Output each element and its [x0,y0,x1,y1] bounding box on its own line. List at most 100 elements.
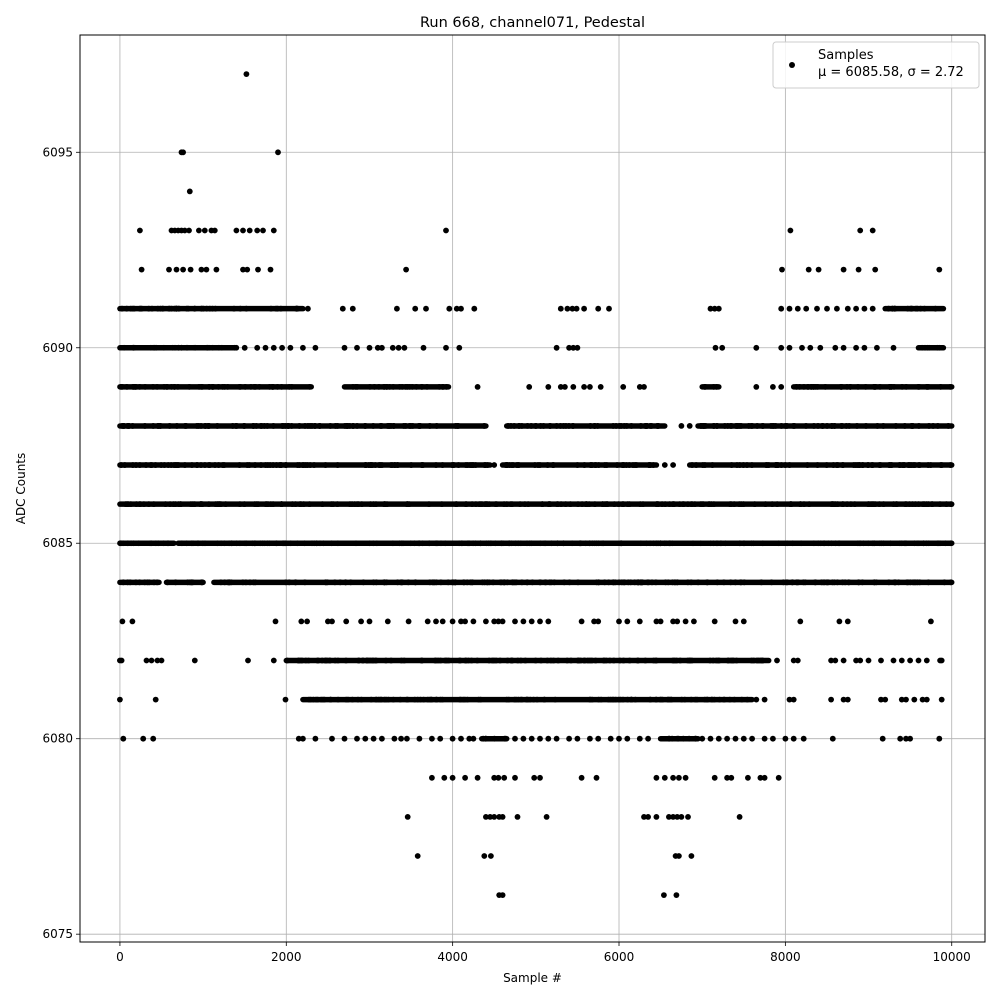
sample-point [259,540,266,547]
sample-point [614,462,620,468]
sample-point [474,657,481,664]
sample-point [707,735,714,742]
sample-point [468,657,475,664]
sample-point [125,501,132,508]
sample-point [492,540,499,547]
sample-point [147,540,154,547]
sample-point [857,657,864,664]
sample-point [373,657,380,664]
sample-point [236,383,243,390]
sample-point [623,462,630,468]
sample-point [796,383,803,390]
sample-point [562,501,569,508]
sample-point [198,501,205,508]
sample-point [740,501,747,508]
sample-point [691,618,697,625]
sample-point [406,383,413,390]
sample-point [546,501,552,508]
sample-point [254,344,261,351]
sample-point [643,540,650,547]
sample-point [466,540,472,547]
sample-point [394,462,401,468]
sample-point [389,344,396,351]
sample-point [688,696,695,703]
sample-point [673,892,680,898]
x-tick-label: 4000 [437,950,468,964]
sample-point [912,501,919,508]
sample-point [774,501,781,508]
sample-point [820,579,827,586]
sample-point [895,579,902,586]
sample-point [142,383,149,390]
sample-point [569,305,576,312]
sample-point [915,462,922,468]
sample-point [817,344,824,351]
sample-point [624,618,631,625]
sample-point [449,735,456,742]
sample-point [178,344,185,351]
sample-point [512,774,518,781]
sample-point [778,344,785,351]
sample-point [262,462,269,468]
sample-point [595,735,602,742]
sample-point [362,423,369,429]
sample-point [188,579,195,586]
sample-point [484,579,491,586]
sample-point [611,501,618,508]
sample-point [528,735,535,742]
sample-point [654,423,661,429]
sample-point [486,501,493,508]
sample-point [158,462,165,468]
sample-point [688,501,695,508]
sample-point [373,501,379,508]
sample-point [219,344,225,351]
sample-point [498,540,505,547]
sample-point [495,774,502,781]
sample-point [838,423,845,429]
sample-point [617,657,623,664]
sample-point [147,462,154,468]
sample-point [616,579,622,586]
sample-point [637,423,644,429]
sample-point [732,618,739,625]
sample-point [805,266,812,273]
sample-point [926,344,932,351]
sample-point [681,696,688,703]
sample-point [384,423,391,429]
sample-point [150,501,157,508]
sample-point [161,344,167,351]
sample-point [753,696,760,703]
sample-point [555,657,562,664]
sample-point [354,383,361,390]
sample-point [787,227,794,234]
sample-point [522,657,529,664]
sample-point [538,657,544,664]
sample-point [307,423,313,429]
sample-point [607,735,614,742]
sample-point [930,423,936,429]
sample-point [941,579,948,586]
sample-point [621,423,628,429]
sample-point [524,540,530,547]
sample-point [250,579,257,586]
sample-point [541,540,547,547]
sample-point [366,540,373,547]
sample-point [503,462,510,468]
sample-point [601,579,608,586]
sample-point [647,423,654,429]
sample-point [807,344,814,351]
sample-point [379,462,385,468]
sample-point [728,657,734,664]
sample-point [150,735,157,742]
axis-ticks: 0 2000 4000 6000 8000 10000 6075 6080 6085 6090 60… [42,145,970,964]
sample-point [711,305,718,312]
sample-point [213,266,220,273]
sample-point [923,657,930,664]
sample-point [716,696,723,703]
sample-point [692,696,699,703]
sample-point [544,462,551,468]
sample-point [524,579,531,586]
sample-point [499,814,506,820]
sample-point [925,579,932,586]
sample-point [381,383,387,390]
